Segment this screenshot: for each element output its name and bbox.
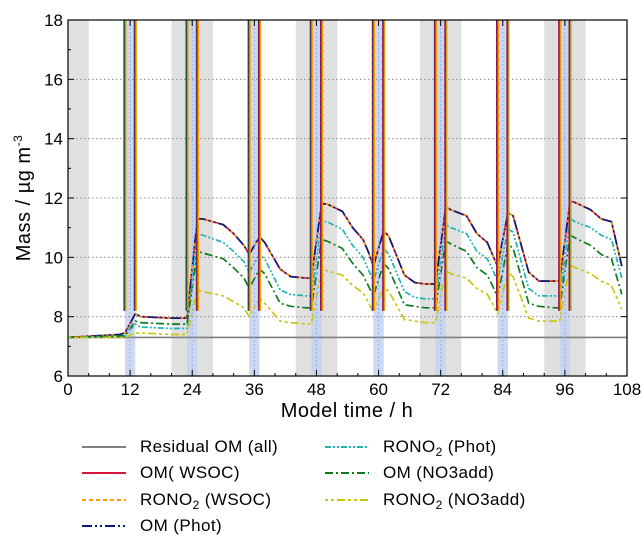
y-tick-label: 14 bbox=[44, 130, 63, 149]
legend-label-main: OM (NO3add) bbox=[383, 463, 494, 482]
tick-labels: 0 12 24 36 48 60 72 84 96 108 6 8 10 12 14 16 18 bbox=[44, 11, 641, 399]
axis-ticks bbox=[67, 19, 628, 377]
legend-label-subscript: 2 bbox=[436, 498, 443, 512]
legend-label-main: RONO bbox=[383, 437, 436, 456]
y-axis-title: Mass / µg m-3 bbox=[11, 135, 35, 262]
y-tick-label: 6 bbox=[54, 367, 63, 386]
x-tick-label: 36 bbox=[245, 380, 264, 399]
legend-label-main: RONO bbox=[140, 490, 193, 509]
legend-label-tail: (NO3add) bbox=[443, 490, 526, 509]
legend-label-main: OM (Phot) bbox=[140, 516, 222, 535]
x-tick-label: 12 bbox=[121, 380, 140, 399]
legend-label-main: OM( WSOC) bbox=[140, 463, 240, 482]
x-tick-label: 72 bbox=[431, 380, 450, 399]
y-tick-label: 10 bbox=[44, 248, 63, 267]
series-line bbox=[68, 233, 623, 339]
x-tick-label: 96 bbox=[555, 380, 574, 399]
x-tick-label: 84 bbox=[493, 380, 512, 399]
legend-label-main: RONO bbox=[383, 490, 436, 509]
legend-label-subscript: 2 bbox=[193, 498, 200, 512]
legend-label: Residual OM (all) bbox=[140, 437, 278, 456]
legend: Residual OM (all)OM( WSOC)RONO2 (WSOC)OM… bbox=[82, 437, 526, 535]
legend-label-tail: (WSOC) bbox=[200, 490, 272, 509]
x-tick-label: 24 bbox=[183, 380, 202, 399]
y-tick-label: 12 bbox=[44, 189, 63, 208]
series-line bbox=[68, 217, 623, 339]
legend-label: RONO2 (Phot) bbox=[383, 437, 497, 459]
y-tick-label: 8 bbox=[54, 308, 63, 327]
x-tick-label: 0 bbox=[63, 380, 72, 399]
series-line bbox=[68, 263, 623, 339]
legend-label: OM (NO3add) bbox=[383, 463, 494, 482]
legend-label: RONO2 (WSOC) bbox=[140, 490, 271, 512]
gridlines bbox=[68, 78, 627, 318]
y-tick-label: 16 bbox=[44, 70, 63, 89]
series-line bbox=[68, 199, 623, 339]
y-tick-label: 18 bbox=[44, 11, 63, 30]
legend-label-main: Residual OM (all) bbox=[140, 437, 278, 456]
series-lines bbox=[68, 20, 627, 376]
night-band bbox=[68, 20, 89, 376]
legend-label: OM( WSOC) bbox=[140, 463, 240, 482]
x-tick-label: 60 bbox=[369, 380, 388, 399]
legend-label: RONO2 (NO3add) bbox=[383, 490, 526, 512]
legend-label: OM (Phot) bbox=[140, 516, 222, 535]
x-tick-label: 108 bbox=[613, 380, 641, 399]
x-tick-label: 48 bbox=[307, 380, 326, 399]
y-axis-title-exponent: -3 bbox=[11, 135, 25, 147]
legend-label-subscript: 2 bbox=[436, 445, 443, 459]
legend-label-tail: (Phot) bbox=[443, 437, 497, 456]
x-axis-title: Model time / h bbox=[281, 400, 414, 422]
